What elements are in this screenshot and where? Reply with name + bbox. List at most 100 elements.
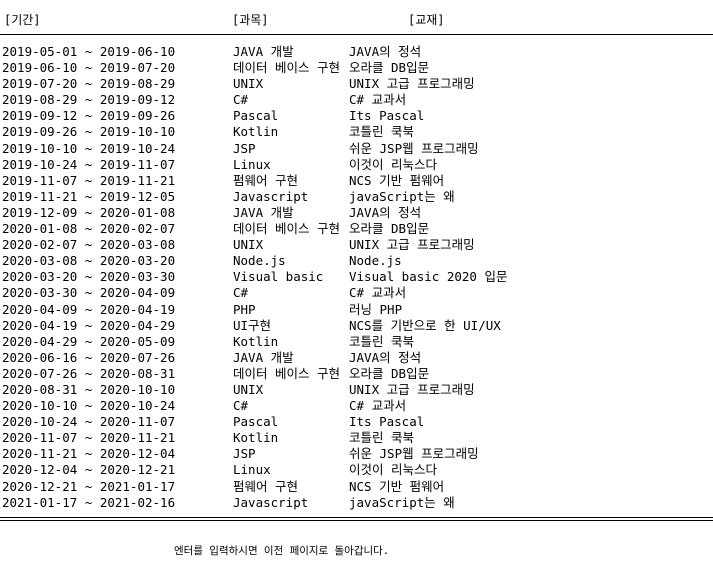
row-subject: JAVA 개발 <box>233 44 294 59</box>
row-subject: Kotlin <box>233 333 279 349</box>
row-period: 2020-12-21 ~ 2021-01-17 <box>2 478 176 494</box>
row-period: 2020-04-19 ~ 2020-04-29 <box>2 317 176 333</box>
row-textbook: Its Pascal <box>349 414 425 430</box>
row-period: 2020-11-07 ~ 2020-11-21 <box>2 430 176 446</box>
row-subject: Kotlin <box>233 124 279 140</box>
table-row: 2020-08-31 ~ 2020-10-10 UNIX UNIX 고급 프로그래밍 <box>0 382 713 398</box>
footer-divider-top <box>0 517 713 518</box>
row-subject: Pascal <box>233 414 279 430</box>
row-subject: Javascript <box>233 494 309 510</box>
row-subject: C# <box>233 398 249 414</box>
table-row: 2019-12-09 ~ 2020-01-08 JAVA 개발 JAVA의 정석 <box>0 205 713 221</box>
row-subject: JSP <box>233 446 256 462</box>
row-period: 2019-05-01 ~ 2019-06-10 <box>2 44 176 59</box>
row-period: 2020-10-24 ~ 2020-11-07 <box>2 414 176 430</box>
header-period: [기간] <box>4 13 41 27</box>
row-textbook: 오라클 DB입문 <box>349 60 430 76</box>
footer-divider-bottom <box>0 520 713 521</box>
row-subject: C# <box>233 285 249 301</box>
row-textbook: UNIX 고급 프로그래밍 <box>349 237 475 253</box>
row-subject: JAVA 개발 <box>233 204 294 220</box>
table-row: 2019-11-07 ~ 2019-11-21 펌웨어 구현 NCS 기반 펌웨어 <box>0 173 713 189</box>
row-textbook: 오라클 DB입문 <box>349 221 430 237</box>
row-subject: JAVA 개발 <box>233 349 294 365</box>
table-row: 2019-05-01 ~ 2019-06-10 JAVA 개발 JAVA의 정석 <box>0 44 713 60</box>
table-row: 2020-04-19 ~ 2020-04-29 UI구현 NCS를 기반으로 한 U… <box>0 318 713 334</box>
row-subject: 데이터 베이스 구현 <box>233 221 341 237</box>
row-textbook: 코틀린 쿡북 <box>349 124 415 140</box>
row-period: 2021-01-17 ~ 2021-02-16 <box>2 494 176 510</box>
row-subject: UNIX <box>233 381 264 397</box>
row-textbook: NCS를 기반으로 한 UI/UX <box>349 317 501 333</box>
header-textbook: [교재] <box>408 13 445 27</box>
row-period: 2019-10-24 ~ 2019-11-07 <box>2 156 176 172</box>
row-period: 2019-11-21 ~ 2019-12-05 <box>2 188 176 204</box>
table-row: 2020-07-26 ~ 2020-08-31 데이터 베이스 구현 오라클 DB입… <box>0 366 713 382</box>
return-prompt: 엔터를 입력하시면 이전 페이지로 돌아갑니다. <box>174 545 390 557</box>
row-period: 2020-03-20 ~ 2020-03-30 <box>2 269 176 285</box>
row-textbook: Its Pascal <box>349 108 425 124</box>
row-textbook: Node.js <box>349 253 402 269</box>
table-row: 2020-11-21 ~ 2020-12-04 JSP 쉬운 JSP웹 프로그래밍 <box>0 446 713 462</box>
table-row: 2019-10-10 ~ 2019-10-24 JSP 쉬운 JSP웹 프로그래밍 <box>0 141 713 157</box>
row-period: 2019-12-09 ~ 2020-01-08 <box>2 204 176 220</box>
table-row: 2020-11-07 ~ 2020-11-21 Kotlin 코틀린 쿡북 <box>0 430 713 446</box>
row-textbook: 이것이 리눅스다 <box>349 462 438 478</box>
row-textbook: 이것이 리눅스다 <box>349 156 438 172</box>
row-textbook: C# 교과서 <box>349 398 407 414</box>
schedule-list: 2019-05-01 ~ 2019-06-10 JAVA 개발 JAVA의 정석 20… <box>0 44 713 511</box>
row-textbook: 쉬운 JSP웹 프로그래밍 <box>349 446 479 462</box>
row-subject: UNIX <box>233 237 264 253</box>
row-textbook: C# 교과서 <box>349 92 407 108</box>
header-subject: [과목] <box>232 13 269 27</box>
row-textbook: javaScript는 왜 <box>349 494 455 510</box>
table-row: 2019-07-20 ~ 2019-08-29 UNIX UNIX 고급 프로그래밍 <box>0 76 713 92</box>
row-textbook: C# 교과서 <box>349 285 407 301</box>
row-subject: Kotlin <box>233 430 279 446</box>
row-period: 2019-09-26 ~ 2019-10-10 <box>2 124 176 140</box>
table-row: 2020-12-21 ~ 2021-01-17 펌웨어 구현 NCS 기반 펌웨어 <box>0 479 713 495</box>
row-textbook: 쉬운 JSP웹 프로그래밍 <box>349 140 479 156</box>
table-row: 2019-06-10 ~ 2019-07-20 데이터 베이스 구현 오라클 DB입… <box>0 60 713 76</box>
row-textbook: NCS 기반 펌웨어 <box>349 172 445 188</box>
row-textbook: JAVA의 정석 <box>349 44 422 59</box>
row-period: 2020-03-08 ~ 2020-03-20 <box>2 253 176 269</box>
row-period: 2019-07-20 ~ 2019-08-29 <box>2 76 176 92</box>
table-row: 2019-08-29 ~ 2019-09-12 C# C# 교과서 <box>0 92 713 108</box>
table-row: 2019-09-12 ~ 2019-09-26 Pascal Its Pascal <box>0 108 713 124</box>
row-subject: JSP <box>233 140 256 156</box>
row-period: 2019-11-07 ~ 2019-11-21 <box>2 172 176 188</box>
table-row: 2020-02-07 ~ 2020-03-08 UNIX UNIX 고급 프로그래밍 <box>0 237 713 253</box>
row-period: 2020-06-16 ~ 2020-07-26 <box>2 349 176 365</box>
row-textbook: 코틀린 쿡북 <box>349 430 415 446</box>
table-row: 2020-06-16 ~ 2020-07-26 JAVA 개발 JAVA의 정석 <box>0 350 713 366</box>
row-subject: 펌웨어 구현 <box>233 478 299 494</box>
row-subject: Javascript <box>233 188 309 204</box>
row-period: 2020-01-08 ~ 2020-02-07 <box>2 221 176 237</box>
table-row: 2020-04-09 ~ 2020-04-19 PHP 러닝 PHP <box>0 302 713 318</box>
table-row: 2020-03-20 ~ 2020-03-30 Visual basic Visua… <box>0 269 713 285</box>
row-textbook: UNIX 고급 프로그래밍 <box>349 381 475 397</box>
row-textbook: JAVA의 정석 <box>349 349 422 365</box>
row-textbook: 코틀린 쿡북 <box>349 333 415 349</box>
table-row: 2019-10-24 ~ 2019-11-07 Linux 이것이 리눅스다 <box>0 157 713 173</box>
row-period: 2019-09-12 ~ 2019-09-26 <box>2 108 176 124</box>
row-subject: 펌웨어 구현 <box>233 172 299 188</box>
table-row: 2020-12-04 ~ 2020-12-21 Linux 이것이 리눅스다 <box>0 462 713 478</box>
table-row: 2020-01-08 ~ 2020-02-07 데이터 베이스 구현 오라클 DB입… <box>0 221 713 237</box>
row-period: 2020-11-21 ~ 2020-12-04 <box>2 446 176 462</box>
row-subject: UNIX <box>233 76 264 92</box>
table-row: 2019-09-26 ~ 2019-10-10 Kotlin 코틀린 쿡북 <box>0 124 713 140</box>
row-period: 2019-06-10 ~ 2019-07-20 <box>2 60 176 76</box>
row-period: 2020-12-04 ~ 2020-12-21 <box>2 462 176 478</box>
row-subject: 데이터 베이스 구현 <box>233 365 341 381</box>
row-subject: Linux <box>233 462 271 478</box>
row-period: 2020-04-29 ~ 2020-05-09 <box>2 333 176 349</box>
table-row: 2021-01-17 ~ 2021-02-16 Javascript javaScr… <box>0 495 713 511</box>
table-row: 2020-10-24 ~ 2020-11-07 Pascal Its Pascal <box>0 414 713 430</box>
row-subject: Linux <box>233 156 271 172</box>
row-subject: Visual basic <box>233 269 324 285</box>
row-period: 2020-08-31 ~ 2020-10-10 <box>2 381 176 397</box>
table-row: 2020-03-08 ~ 2020-03-20 Node.js Node.js <box>0 253 713 269</box>
row-period: 2020-10-10 ~ 2020-10-24 <box>2 398 176 414</box>
